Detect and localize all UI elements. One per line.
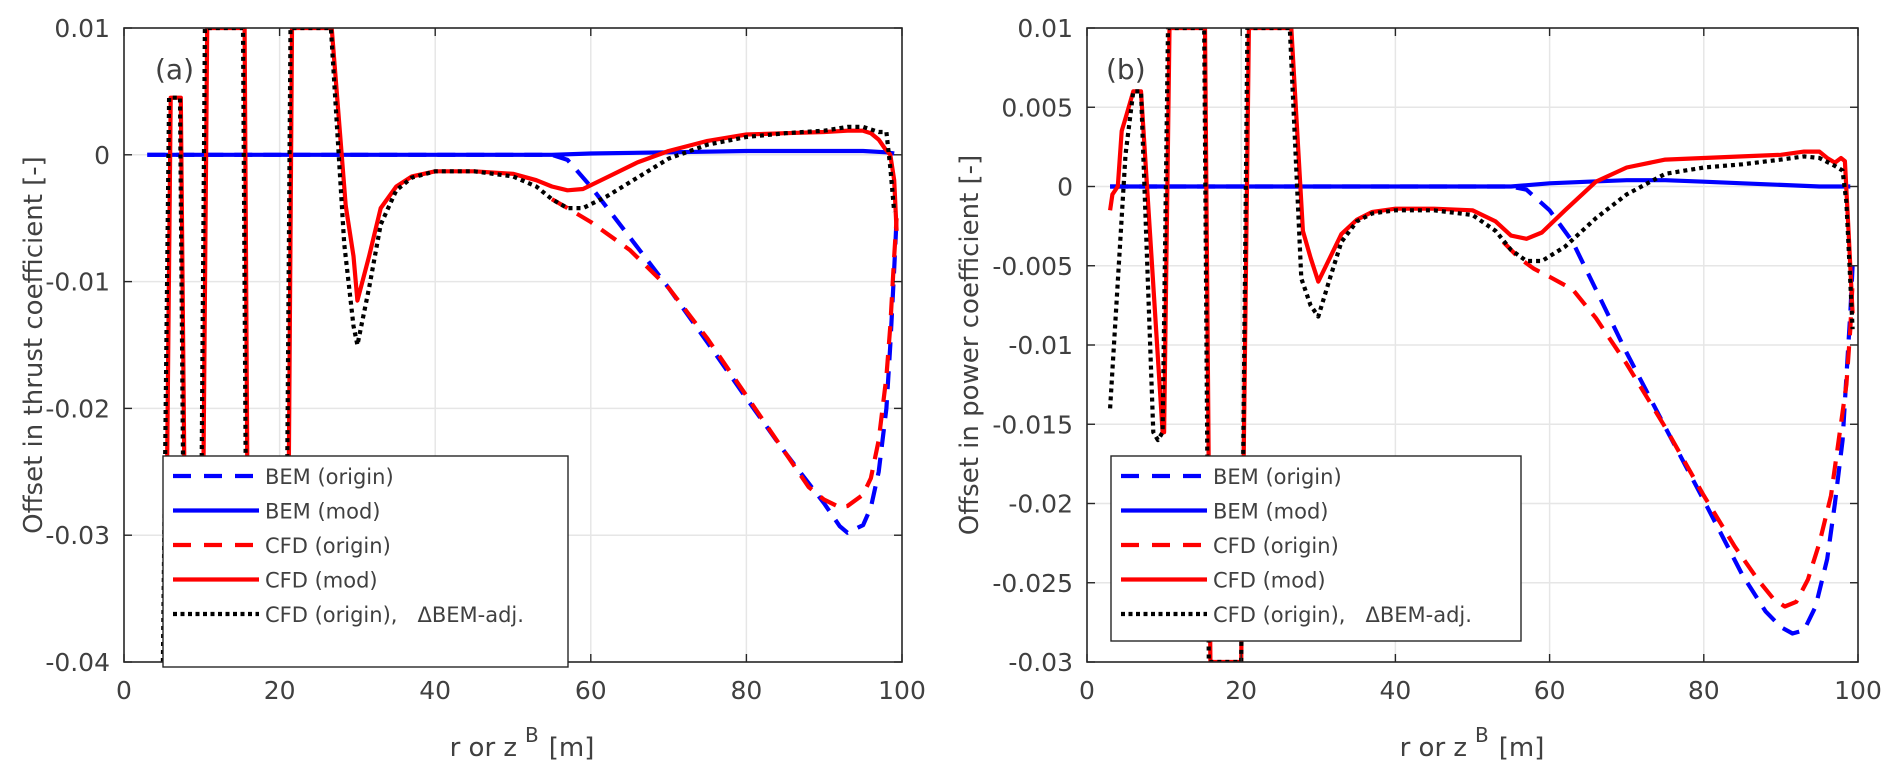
x-tick-labels-a: 0 20 40 60 80 100 [116, 676, 926, 705]
x-tick-label: 60 [1534, 676, 1566, 705]
x-tick-label: 100 [878, 676, 926, 705]
y-tick-label: -0.025 [992, 569, 1073, 598]
series-group-a [147, 28, 899, 662]
y-tick-labels-b: 0.01 0.005 0 -0.005 -0.01 -0.015 -0.02 -0.025 -0… [992, 14, 1073, 677]
series-line-bem-origin [1110, 184, 1855, 636]
legend-label: BEM (mod) [1213, 500, 1329, 524]
y-tick-label: 0 [1057, 173, 1073, 202]
legend-label: BEM (origin) [1213, 465, 1342, 489]
legend-box-b [1110, 455, 1522, 642]
panel-a: 0 20 40 60 80 100 0.01 0 -0.01 -0.02 -0.03 -0.04 (… [19, 14, 926, 763]
legend-box-a [162, 455, 569, 668]
series-line-cfd-origin [550, 197, 899, 510]
x-tick-label: 0 [116, 676, 132, 705]
x-axis-label-sup-a: B [525, 723, 539, 747]
y-tick-label: -0.01 [1008, 331, 1073, 360]
x-tick-label: 20 [1225, 676, 1257, 705]
x-tick-label: 60 [575, 676, 607, 705]
legend-a: BEM (origin) BEM (mod) CFD (origin) CFD (mo… [162, 455, 569, 668]
x-axis-label-sup-b: B [1475, 723, 1489, 747]
legend-label: CFD (origin) [265, 534, 391, 558]
legend-label: CFD (origin) [1213, 534, 1339, 558]
y-tick-label: 0.01 [1017, 14, 1073, 43]
y-tick-label: -0.03 [45, 521, 110, 550]
y-tick-label: -0.03 [1008, 648, 1073, 677]
x-axis-label-a: r or z B [m] [450, 723, 595, 763]
legend-label: BEM (origin) [265, 465, 394, 489]
y-tick-label: 0.01 [54, 14, 110, 43]
legend-b: BEM (origin) BEM (mod) CFD (origin) CFD (mo… [1110, 455, 1522, 642]
series-line-bem-mod [1110, 178, 1851, 189]
y-tick-label: -0.02 [45, 394, 110, 423]
panel-label-a: (a) [155, 53, 194, 86]
series-line-cfd-origin-bem-adj [1108, 28, 1855, 662]
series-line-cfd-origin [1501, 240, 1855, 609]
y-axis-label-b: Offset in power coefficient [-] [955, 155, 985, 535]
y-tick-label: 0 [94, 141, 110, 170]
x-axis-label-unit-b: [m] [1499, 733, 1545, 763]
legend-label: CFD (mod) [1213, 569, 1326, 593]
series-group-b [1108, 28, 1855, 662]
y-tick-label: -0.005 [992, 252, 1073, 281]
y-tick-label: 0.005 [1001, 93, 1073, 122]
legend-label: CFD (mod) [265, 569, 378, 593]
x-tick-label: 0 [1079, 676, 1095, 705]
ticks-b [1086, 27, 1859, 663]
x-axis-label-b: r or z B [m] [1400, 723, 1545, 763]
x-tick-label: 40 [419, 676, 451, 705]
x-axis-label-text-a: r or z [450, 733, 517, 763]
legend-label: CFD (origin), ΔBEM-adj. [265, 603, 524, 627]
panel-label-b: (b) [1106, 53, 1146, 86]
x-tick-label: 100 [1834, 676, 1882, 705]
y-tick-label: -0.04 [45, 648, 110, 677]
x-tick-label: 80 [730, 676, 762, 705]
x-tick-label: 20 [264, 676, 296, 705]
y-tick-label: -0.01 [45, 268, 110, 297]
x-tick-label: 80 [1688, 676, 1720, 705]
y-tick-label: -0.02 [1008, 490, 1073, 519]
x-axis-label-unit-a: [m] [549, 733, 595, 763]
x-axis-label-text-b: r or z [1400, 733, 1467, 763]
x-tick-label: 40 [1379, 676, 1411, 705]
panel-b: 0 20 40 60 80 100 0.01 0.005 0 -0.005 -0.01 -0.015… [955, 14, 1882, 763]
legend-label: BEM (mod) [265, 500, 381, 524]
y-tick-label: -0.015 [992, 410, 1073, 439]
legend-label: CFD (origin), ΔBEM-adj. [1213, 603, 1472, 627]
y-tick-labels-a: 0.01 0 -0.01 -0.02 -0.03 -0.04 [45, 14, 110, 677]
x-tick-labels-b: 0 20 40 60 80 100 [1079, 676, 1882, 705]
y-axis-label-a: Offset in thrust coefficient [-] [19, 156, 49, 534]
